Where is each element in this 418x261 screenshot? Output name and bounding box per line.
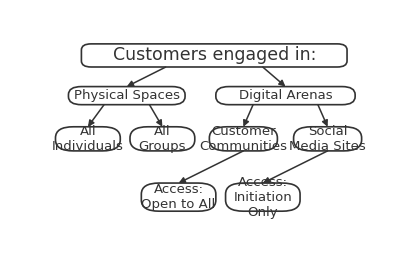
Text: Access:
Open to All: Access: Open to All [141,183,216,211]
FancyBboxPatch shape [141,183,216,211]
Text: Physical Spaces: Physical Spaces [74,89,180,102]
FancyBboxPatch shape [216,87,355,105]
Text: Customers engaged in:: Customers engaged in: [112,46,316,64]
FancyBboxPatch shape [56,127,120,151]
FancyBboxPatch shape [293,127,362,151]
Text: All
Individuals: All Individuals [52,125,124,153]
FancyBboxPatch shape [209,127,278,151]
Text: Access:
Initiation
Only: Access: Initiation Only [233,176,292,219]
FancyBboxPatch shape [226,183,300,211]
Text: Digital Arenas: Digital Arenas [239,89,332,102]
FancyBboxPatch shape [69,87,185,105]
FancyBboxPatch shape [130,127,195,151]
Text: Customer
Communities: Customer Communities [199,125,288,153]
Text: All
Groups: All Groups [139,125,186,153]
FancyBboxPatch shape [82,44,347,67]
Text: Social
Media Sites: Social Media Sites [289,125,366,153]
